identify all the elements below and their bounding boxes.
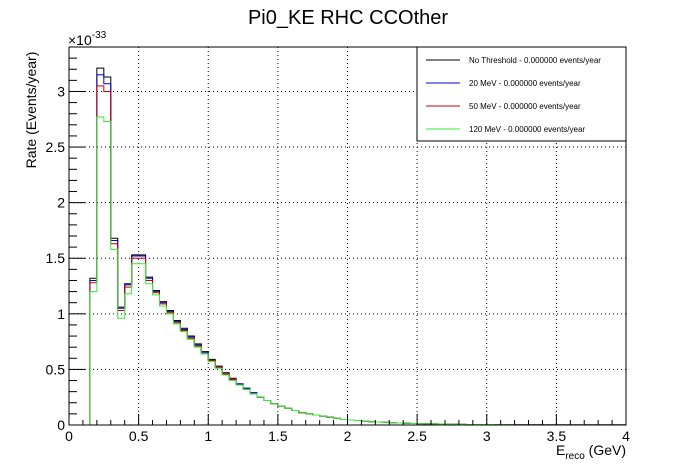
y-axis-ticks: 0 0.5 1 1.5 2 2.5 3 — [46, 57, 85, 433]
x-axis-ticks: 0 0.5 1 1.5 2 2.5 3 3.5 4 — [65, 414, 630, 444]
x-axis-label: Ereco (GeV) — [556, 442, 626, 462]
x-tick-label-0: 0 — [65, 428, 73, 444]
legend: No Threshold - 0.000000 events/year 20 Me… — [416, 46, 627, 142]
legend-label-1: 20 MeV - 0.000000 events/year — [469, 79, 581, 88]
x-tick-label-6: 3 — [483, 428, 491, 444]
x-tick-label-2: 1 — [204, 428, 212, 444]
legend-label-2: 50 MeV - 0.000000 events/year — [469, 102, 581, 111]
y-tick-label-0: 0 — [57, 417, 65, 433]
x-tick-label-4: 2 — [344, 428, 352, 444]
y-tick-label-3: 1.5 — [46, 250, 66, 266]
y-axis-exponent: ×10-33 — [68, 30, 107, 48]
y-tick-label-2: 1 — [57, 306, 65, 322]
y-tick-label-4: 2 — [57, 195, 65, 211]
legend-label-0: No Threshold - 0.000000 events/year — [469, 56, 601, 65]
y-axis-label: Rate (Events/year) — [23, 52, 39, 169]
y-tick-label-6: 3 — [57, 83, 65, 99]
x-tick-label-7: 3.5 — [547, 428, 567, 444]
y-tick-label-1: 0.5 — [46, 361, 66, 377]
chart-title: Pi0_KE RHC CCOther — [248, 7, 448, 29]
x-tick-label-5: 2.5 — [407, 428, 427, 444]
x-tick-label-3: 1.5 — [268, 428, 288, 444]
y-tick-label-5: 2.5 — [46, 139, 66, 155]
legend-box — [416, 46, 627, 142]
x-tick-label-1: 0.5 — [129, 428, 149, 444]
legend-label-3: 120 MeV - 0.000000 events/year — [469, 125, 585, 134]
x-tick-label-8: 4 — [622, 428, 630, 444]
